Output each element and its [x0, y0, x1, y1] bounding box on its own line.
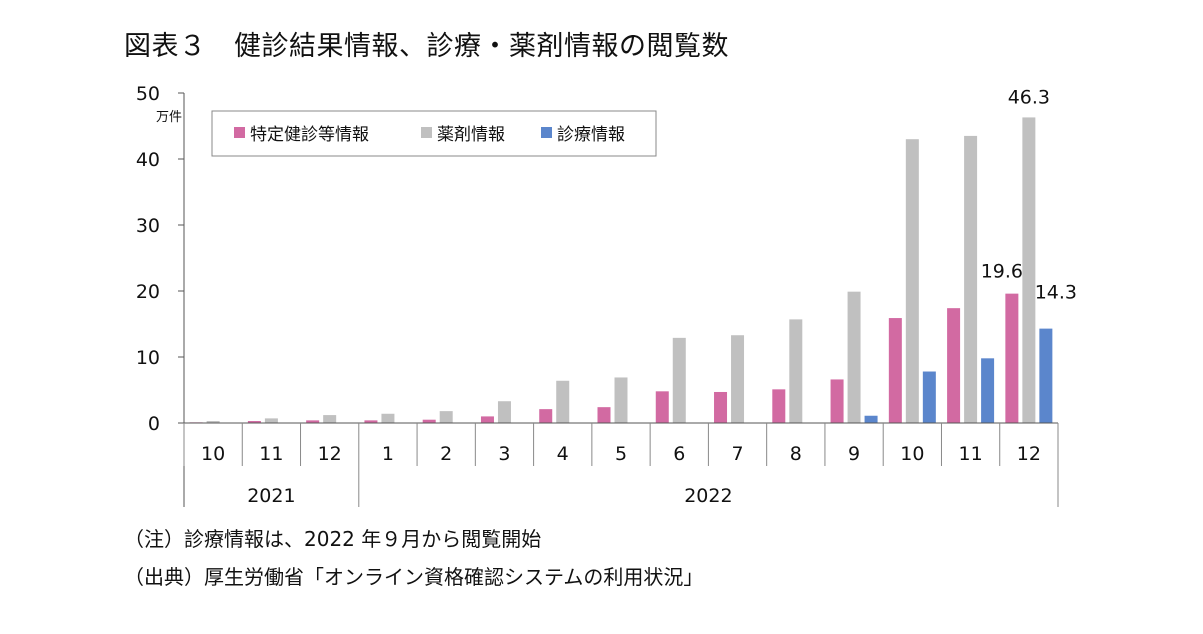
legend-swatch [234, 127, 245, 138]
legend-swatch [541, 127, 552, 138]
data-label: 19.6 [981, 261, 1023, 283]
year-label: 2021 [247, 485, 295, 507]
x-tick-label: 11 [259, 443, 283, 465]
y-tick-label: 50 [136, 83, 160, 105]
bar-health-checkup [364, 420, 378, 423]
x-tick-label: 11 [959, 443, 983, 465]
y-tick-label: 40 [136, 149, 160, 171]
y-tick-label: 10 [136, 347, 160, 369]
bar-health-checkup [597, 407, 611, 423]
notes: （注）診療情報は、2022 年９月から閲覧開始 （出典）厚生労働省「オンライン資… [124, 520, 703, 596]
x-tick-label: 8 [790, 443, 802, 465]
legend-label: 薬剤情報 [437, 125, 505, 145]
legend-label: 特定健診等情報 [250, 125, 369, 145]
x-tick-label: 10 [900, 443, 924, 465]
bar-health-checkup [480, 416, 494, 423]
bar-medical-care [981, 358, 995, 423]
bar-medication [381, 413, 395, 423]
bar-medication [497, 401, 511, 423]
bar-health-checkup [539, 409, 553, 423]
bar-medication [731, 335, 745, 423]
x-tick-label: 2 [440, 443, 452, 465]
data-label: 46.3 [1008, 86, 1050, 108]
y-tick-label: 30 [136, 215, 160, 237]
bar-medication [847, 291, 861, 423]
bar-health-checkup [772, 389, 786, 423]
bar-health-checkup [947, 308, 961, 423]
x-tick-label: 3 [498, 443, 510, 465]
bar-medical-care [922, 371, 936, 423]
x-tick-label: 12 [1017, 443, 1041, 465]
y-axis-unit: 万件 [156, 110, 182, 125]
bar-health-checkup [306, 420, 320, 423]
bar-medication [672, 337, 686, 423]
bar-health-checkup [888, 318, 902, 423]
bar-medication [206, 421, 220, 423]
bar-medication [323, 415, 337, 423]
bar-health-checkup [714, 391, 728, 423]
bar-health-checkup [247, 421, 261, 423]
bar-medication [905, 139, 919, 423]
bar-medication [264, 418, 278, 423]
bar-medication [964, 135, 978, 423]
bar-health-checkup [655, 391, 669, 423]
x-tick-label: 5 [615, 443, 627, 465]
bar-health-checkup [1005, 293, 1019, 423]
bar-medical-care [864, 415, 878, 423]
year-label: 2022 [684, 485, 732, 507]
legend-swatch [421, 127, 432, 138]
legend-box [211, 110, 657, 157]
x-tick-label: 6 [673, 443, 685, 465]
x-tick-label: 9 [848, 443, 860, 465]
bar-medication [789, 319, 803, 423]
legend-label: 診療情報 [557, 125, 625, 145]
bar-medication [1022, 117, 1036, 424]
x-tick-label: 12 [318, 443, 342, 465]
bar-medication [439, 411, 453, 423]
source-line: （出典）厚生労働省「オンライン資格確認システムの利用状況」 [124, 565, 704, 589]
x-tick-label: 10 [201, 443, 225, 465]
chart-title: 図表３ 健診結果情報、診療・薬剤情報の閲覧数 [124, 31, 729, 62]
y-tick-label: 20 [136, 281, 160, 303]
data-label: 14.3 [1035, 282, 1077, 304]
bar-medication [614, 377, 628, 423]
bar-health-checkup [422, 419, 436, 423]
legend: 特定健診等情報 薬剤情報 診療情報 [211, 110, 657, 157]
bar-health-checkup [830, 379, 844, 423]
bar-medical-care [1039, 328, 1053, 423]
x-tick-label: 1 [382, 443, 394, 465]
y-tick-label: 0 [148, 413, 160, 435]
x-tick-label: 7 [731, 443, 743, 465]
bar-medication [556, 380, 570, 423]
x-tick-label: 4 [557, 443, 569, 465]
note-line: （注）診療情報は、2022 年９月から閲覧開始 [124, 527, 542, 551]
